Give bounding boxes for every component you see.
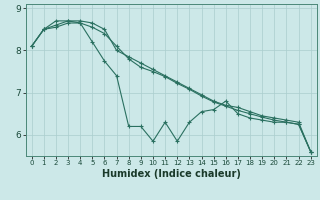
X-axis label: Humidex (Indice chaleur): Humidex (Indice chaleur)	[102, 169, 241, 179]
